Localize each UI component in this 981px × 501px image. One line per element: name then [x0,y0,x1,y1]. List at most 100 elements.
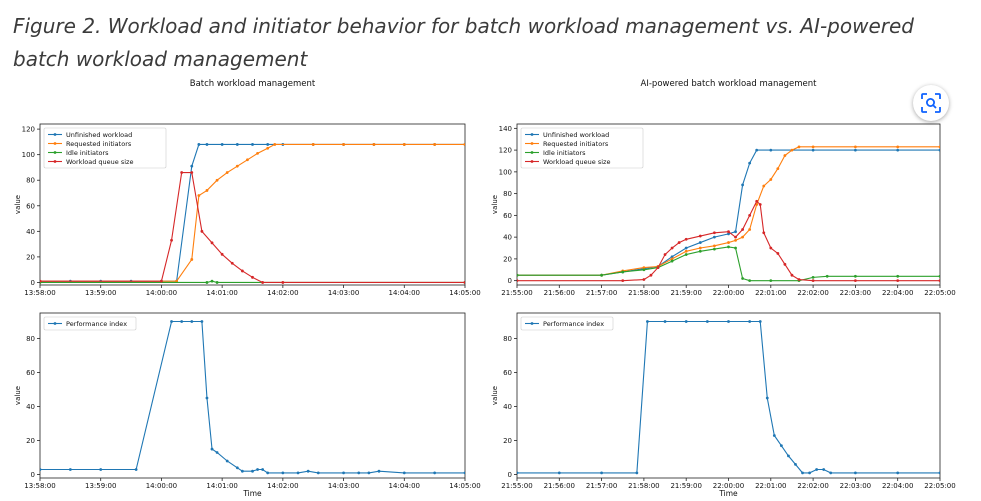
x-tick-label: 14:02:00 [267,289,298,297]
legend-label: Idle initiators [543,149,586,157]
x-tick-label: 21:57:00 [586,482,617,490]
data-point [938,145,940,149]
data-point [698,246,702,250]
data-point [854,148,857,152]
series-performance-index [40,320,465,475]
data-point [256,151,259,155]
y-axis-label: value [491,386,499,405]
data-point [180,320,184,323]
data-point [815,468,819,471]
y-tick-label: 100 [22,151,35,159]
data-point [734,230,737,234]
data-point [677,241,681,244]
data-point [225,171,229,174]
y-tick-label: 80 [503,335,512,343]
data-point [765,396,769,400]
data-point [240,469,244,473]
data-point [266,143,270,146]
data-point [40,279,42,283]
data-point [896,279,900,283]
data-point [463,143,465,146]
data-point [808,471,811,475]
y-tick-label: 120 [499,147,512,155]
x-tick-label: 21:59:00 [670,289,701,297]
data-point [215,178,219,182]
data-point [727,232,730,236]
data-point [235,466,239,470]
data-point [822,468,826,471]
x-tick-label: 13:58:00 [24,289,55,297]
data-point [854,145,857,149]
data-point [220,143,224,146]
legend-marker [530,133,534,136]
x-tick-label: 14:04:00 [389,482,420,490]
data-point [197,143,201,146]
y-tick-label: 20 [503,255,512,263]
legend-label: Requested initiators [543,140,609,148]
data-point [684,249,688,253]
data-point [684,246,688,250]
data-point [779,444,783,448]
data-point [357,471,361,475]
data-point [727,320,730,323]
legend-marker [53,322,57,325]
data-point [342,143,345,146]
data-point [261,468,265,471]
data-point [517,273,519,277]
data-point [896,145,900,149]
data-point [758,320,762,323]
y-tick-label: 20 [503,437,512,445]
data-point [783,262,787,266]
x-tick-label: 22:01:00 [755,482,786,490]
data-point [621,279,625,283]
data-point [670,259,674,263]
y-tick-label: 100 [499,168,512,176]
data-point [215,281,219,284]
data-point [790,148,794,152]
y-tick-label: 40 [26,403,35,411]
legend-label: Requested initiators [66,140,132,148]
data-point [402,143,406,146]
x-tick-label: 22:05:00 [924,289,955,297]
legend-marker [53,142,57,145]
visual-search-icon [921,93,941,113]
legend-label: Performance index [66,320,127,328]
data-point [205,143,209,146]
data-point [642,268,646,272]
data-point [225,459,229,463]
data-point [200,229,204,233]
x-tick-label: 22:00:00 [713,289,744,297]
data-point [197,194,201,197]
data-point [748,213,752,217]
x-tick-label: 21:58:00 [628,482,659,490]
plot-frame [39,312,466,479]
data-point [829,471,833,475]
data-point [266,146,270,150]
legend-box [520,316,614,331]
data-point [220,252,224,256]
figure-title: Figure 2. Workload and initiator behavio… [13,14,914,71]
data-point [266,471,270,475]
data-point [811,275,815,279]
data-point [251,469,254,473]
chart-panel: AI-powered batch workload management valu… [491,79,956,297]
data-point [801,471,804,475]
data-point [698,234,702,238]
data-point [134,468,138,471]
data-point [190,171,194,174]
data-point [698,241,702,244]
data-point [261,281,265,284]
visual-search-button[interactable] [913,85,949,121]
series-workload-queue-size [40,171,465,284]
y-tick-label: 20 [26,253,35,261]
data-point [273,143,277,146]
data-point [246,158,249,162]
data-point [794,462,797,466]
x-tick-label: 22:01:00 [755,289,786,297]
plot-frame [516,312,941,479]
data-point [783,154,787,157]
data-point [642,266,646,269]
series-line [517,246,940,282]
data-point [854,471,857,475]
data-point [99,468,103,471]
